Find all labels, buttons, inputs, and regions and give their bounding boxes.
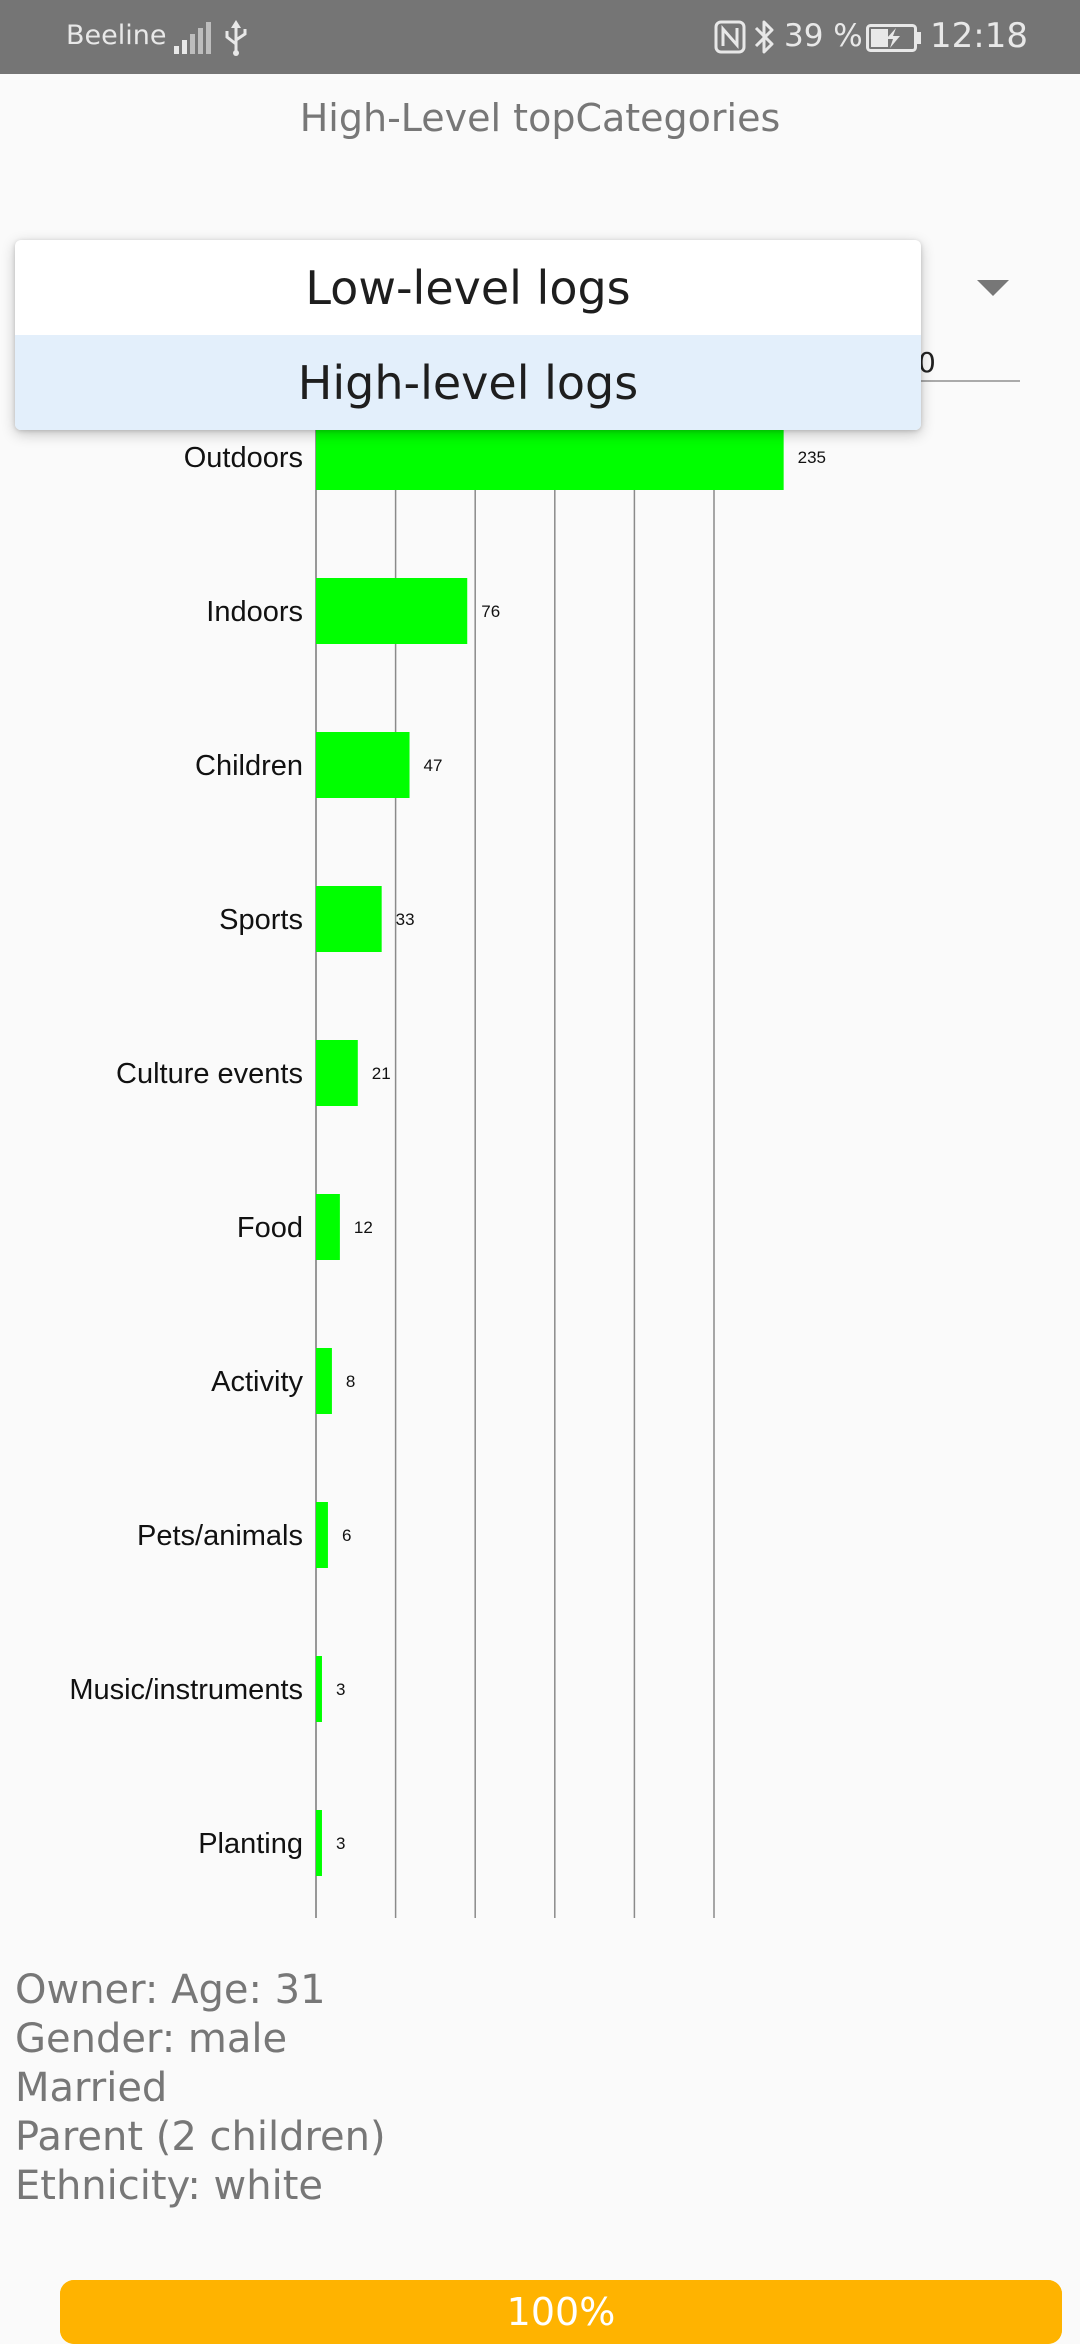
- category-label: Children: [195, 750, 303, 782]
- axis-top-label: 0: [918, 346, 936, 379]
- log-level-dropdown-menu: Low-level logs High-level logs: [15, 240, 921, 430]
- data-label: 6: [342, 1526, 351, 1545]
- bar: [316, 886, 382, 952]
- category-label: Food: [237, 1212, 303, 1244]
- bar: [316, 1656, 322, 1722]
- page-title: High-Level topCategories: [299, 96, 781, 140]
- data-label: 3: [336, 1680, 345, 1699]
- nfc-icon: [714, 20, 746, 54]
- owner-line-married: Married: [15, 2065, 168, 2111]
- bar: [316, 578, 468, 644]
- bar: [316, 732, 410, 798]
- usb-icon: [225, 20, 247, 56]
- signal-icon: [174, 22, 211, 54]
- data-label: 47: [424, 756, 443, 775]
- owner-info: Owner: Age: 31 Gender: male Married Pare…: [15, 1966, 386, 2211]
- category-label: Pets/animals: [137, 1520, 303, 1552]
- owner-line-ethnicity: Ethnicity: white: [15, 2163, 323, 2209]
- data-label: 21: [372, 1064, 391, 1083]
- owner-line-age: Owner: Age: 31: [15, 1967, 326, 2013]
- bar: [316, 1810, 322, 1876]
- data-label: 8: [346, 1372, 355, 1391]
- bar-chart: Outdoors 235 Indoors 76 Children 47 Sports 33 Cu…: [0, 410, 1080, 1920]
- dropdown-option-low-level-logs[interactable]: Low-level logs: [305, 260, 631, 315]
- chevron-down-icon[interactable]: [977, 280, 1009, 296]
- category-label: Outdoors: [184, 442, 303, 474]
- bar: [316, 424, 784, 490]
- progress-label: 100%: [506, 2290, 616, 2334]
- category-label: Activity: [211, 1366, 303, 1398]
- category-label: Sports: [219, 904, 303, 936]
- dropdown-option-high-level-logs[interactable]: High-level logs: [15, 335, 921, 430]
- carrier-name: Beeline: [66, 20, 167, 51]
- data-label: 76: [481, 602, 500, 621]
- axis-top-line: [912, 380, 1020, 382]
- progress-bar: 100%: [60, 2280, 1062, 2344]
- category-label: Culture events: [116, 1058, 303, 1090]
- data-label: 3: [336, 1834, 345, 1853]
- data-label: 12: [354, 1218, 373, 1237]
- bluetooth-icon: [754, 20, 774, 54]
- owner-line-parent: Parent (2 children): [15, 2114, 386, 2160]
- category-label: Planting: [198, 1828, 303, 1860]
- battery-percent: 39 %: [784, 18, 863, 54]
- category-label: Music/instruments: [69, 1674, 303, 1706]
- category-label: Indoors: [206, 596, 303, 628]
- owner-line-gender: Gender: male: [15, 2016, 288, 2062]
- data-label: 33: [396, 910, 415, 929]
- data-label: 235: [798, 448, 826, 467]
- status-bar: Beeline 39 % 12:18: [0, 0, 1080, 74]
- battery-charging-icon: [866, 24, 921, 52]
- bar: [316, 1040, 358, 1106]
- bar: [316, 1348, 332, 1414]
- clock: 12:18: [930, 16, 1028, 56]
- progress-fill: [60, 2280, 1062, 2344]
- bar: [316, 1502, 328, 1568]
- bar: [316, 1194, 340, 1260]
